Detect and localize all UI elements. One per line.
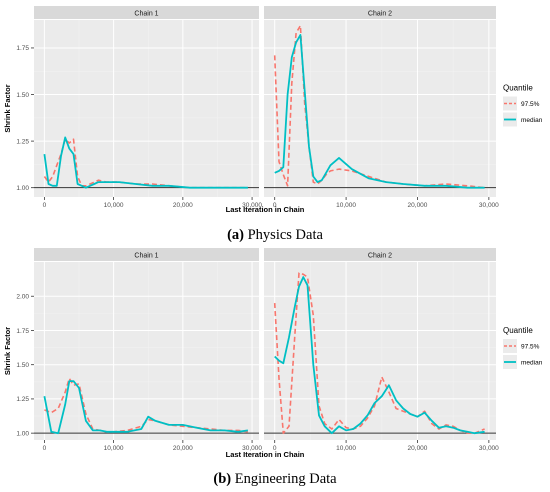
y-tick-label: 1.00 (16, 185, 29, 192)
x-tick-label: 0 (273, 445, 277, 452)
legend: Quantile 97.5% median (503, 326, 543, 369)
x-tick-label: 20,000 (173, 202, 193, 209)
legend-entry-label: median (521, 117, 543, 124)
series-line-median (274, 34, 485, 189)
panel-background (264, 20, 496, 197)
facet-strip (34, 248, 259, 261)
x-tick-label: 30,000 (479, 202, 499, 209)
x-tick-label: 30,000 (242, 202, 262, 209)
panel-2: Chain 2 0 10,000 20,000 30,000 (264, 248, 499, 452)
y-tick-label: 1.25 (16, 138, 29, 145)
x-tick-label: 30,000 (479, 445, 499, 452)
x-tick-label: 0 (273, 202, 277, 209)
panel-background (34, 262, 259, 440)
x-tick-label: 10,000 (104, 202, 124, 209)
x-axis-title: Last Iteration in Chain (226, 205, 305, 214)
y-tick-label: 2.00 (16, 294, 29, 301)
legend-entry-label: 97.5% (521, 101, 540, 108)
facet-label: Chain 1 (134, 253, 158, 260)
series-line-median (43, 136, 248, 189)
legend-title: Quantile (503, 84, 533, 93)
panel-1: Chain 1 0 10,000 20,000 30,000 1.00 1.25 1.50 1.… (16, 6, 262, 209)
facet-label: Chain 2 (368, 11, 392, 18)
x-tick-label: 30,000 (242, 445, 262, 452)
series-line-median (43, 380, 249, 435)
caption-a-tag: (a) (227, 227, 244, 243)
caption-a: (a) Physics Data (0, 227, 550, 244)
x-tick-label: 20,000 (408, 445, 428, 452)
y-tick-label: 1.75 (16, 45, 29, 52)
x-tick-label: 10,000 (336, 202, 356, 209)
panel-2: Chain 2 0 10,000 20,000 30,000 (264, 6, 499, 209)
facet-label: Chain 1 (134, 11, 158, 18)
facet-strip (34, 6, 259, 19)
chart-b: Chain 1 0 10,000 20,000 30,000 1.00 1.25 1.50 1.… (3, 248, 543, 459)
y-tick-label: 1.75 (16, 328, 29, 335)
caption-a-text: Physics Data (247, 227, 323, 243)
facet-strip (264, 248, 496, 261)
x-tick-label: 0 (43, 445, 47, 452)
facet-label: Chain 2 (368, 253, 392, 260)
panel-background (264, 262, 496, 440)
caption-b-tag: (b) (213, 471, 232, 487)
chart-a: Chain 1 0 10,000 20,000 30,000 1.00 1.25 1.50 1.… (3, 6, 543, 214)
legend: Quantile 97.5% median (503, 84, 543, 127)
caption-b-text: Engineering Data (234, 471, 337, 487)
x-tick-label: 20,000 (173, 445, 193, 452)
y-tick-label: 1.50 (16, 92, 29, 99)
panel-1: Chain 1 0 10,000 20,000 30,000 1.00 1.25 1.50 1.… (16, 248, 262, 452)
series-line-median (274, 276, 485, 435)
legend-entry-label: 97.5% (521, 344, 540, 351)
y-tick-label: 1.00 (16, 430, 29, 437)
x-tick-label: 10,000 (104, 445, 124, 452)
legend-title: Quantile (503, 326, 533, 335)
caption-b: (b) Engineering Data (0, 471, 550, 488)
x-tick-label: 10,000 (336, 445, 356, 452)
legend-entry-label: median (521, 360, 543, 367)
panel-background (34, 20, 259, 197)
series-line-97-5 (273, 272, 485, 435)
y-axis-title: Shrink Factor (3, 84, 12, 132)
x-axis-title: Last Iteration in Chain (226, 450, 305, 459)
y-tick-label: 1.50 (16, 362, 29, 369)
facet-strip (264, 6, 496, 19)
x-tick-label: 20,000 (408, 202, 428, 209)
x-tick-label: 0 (43, 202, 47, 209)
y-axis-title: Shrink Factor (3, 327, 12, 375)
y-tick-label: 1.25 (16, 396, 29, 403)
